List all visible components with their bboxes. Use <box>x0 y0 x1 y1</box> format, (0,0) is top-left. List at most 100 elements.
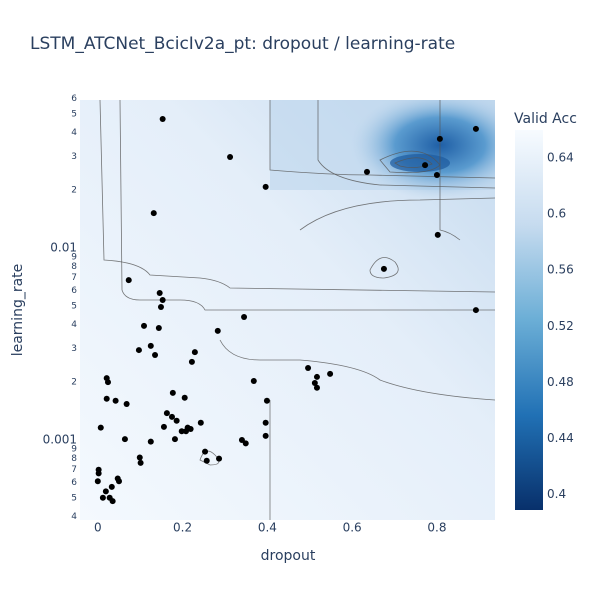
trial-point <box>159 296 166 303</box>
trial-point <box>214 327 221 334</box>
trial-point <box>227 153 234 160</box>
y-tick-label: 4 <box>71 320 77 330</box>
y-tick-label: 8 <box>71 454 77 464</box>
trial-point <box>137 459 144 466</box>
trial-point <box>160 423 167 430</box>
y-tick-label: 9 <box>71 252 77 262</box>
y-tick-label: 0.01 <box>50 240 77 254</box>
trial-point <box>103 395 110 402</box>
y-tick-label: 5 <box>71 301 77 311</box>
trial-point <box>157 303 164 310</box>
y-tick-label: 7 <box>71 465 77 475</box>
y-tick-label: 3 <box>71 344 77 354</box>
trial-point <box>181 394 188 401</box>
x-tick-label: 0.8 <box>427 521 446 535</box>
trial-point <box>263 397 270 404</box>
y-tick-label: 0.001 <box>43 432 77 446</box>
trial-point <box>187 426 194 433</box>
trial-point <box>433 171 440 178</box>
trial-point <box>250 377 257 384</box>
y-tick-label: 7 <box>71 273 77 283</box>
trial-point <box>125 277 132 284</box>
colorbar-tick-label: 0.44 <box>547 431 574 445</box>
trial-point <box>95 470 102 477</box>
trial-point <box>313 373 320 380</box>
trial-point <box>147 342 154 349</box>
trial-point <box>123 400 130 407</box>
y-tick-label: 4 <box>71 512 77 522</box>
trial-point <box>155 325 162 332</box>
trial-point <box>203 457 210 464</box>
colorbar-tick-label: 0.4 <box>547 487 566 501</box>
trial-point <box>99 494 106 501</box>
trial-point <box>152 352 159 359</box>
y-tick-label: 3 <box>71 152 77 162</box>
trial-point <box>242 440 249 447</box>
trial-point <box>216 455 223 462</box>
chart-title: LSTM_ATCNet_BcicIv2a_pt: dropout / learn… <box>30 34 455 54</box>
trial-point <box>197 419 204 426</box>
trial-point <box>436 135 443 142</box>
trial-point <box>171 436 178 443</box>
trial-point <box>327 370 334 377</box>
trial-point <box>102 488 109 495</box>
trial-point <box>97 424 104 431</box>
trial-point <box>141 322 148 329</box>
y-tick-label: 5 <box>71 109 77 119</box>
x-tick-label: 0 <box>94 521 102 535</box>
trial-point <box>262 419 269 426</box>
trial-point <box>262 183 269 190</box>
y-tick-label: 9 <box>71 444 77 454</box>
x-tick-label: 0.2 <box>173 521 192 535</box>
trial-point <box>241 314 248 321</box>
trial-point <box>150 210 157 217</box>
y-tick-label: 8 <box>71 262 77 272</box>
colorbar-tick-label: 0.48 <box>547 375 574 389</box>
colorbar-tick-label: 0.64 <box>547 151 574 165</box>
trial-point <box>311 380 318 387</box>
trial-point <box>109 498 116 505</box>
trial-point <box>169 389 176 396</box>
trial-point <box>104 379 111 386</box>
y-tick-label: 2 <box>71 378 77 388</box>
contour-field <box>80 100 495 520</box>
y-tick-label: 6 <box>71 94 77 104</box>
trial-point <box>262 432 269 439</box>
trial-point <box>135 347 142 354</box>
x-axis-title: dropout <box>261 548 316 564</box>
trial-point <box>363 168 370 175</box>
trial-point <box>168 413 175 420</box>
trial-point <box>182 428 189 435</box>
x-tick-label: 0.6 <box>343 521 362 535</box>
trial-point <box>147 438 154 445</box>
colorbar-tick-label: 0.56 <box>547 263 574 277</box>
trial-point <box>305 365 312 372</box>
trial-point <box>380 265 387 272</box>
trial-point <box>173 417 180 424</box>
y-tick-label: 2 <box>71 186 77 196</box>
colorbar-tick-label: 0.52 <box>547 319 574 333</box>
trial-point <box>313 384 320 391</box>
trial-point <box>472 125 479 132</box>
trial-point <box>422 162 429 169</box>
trial-point <box>188 358 195 365</box>
trial-point <box>94 478 101 485</box>
x-tick-label: 0.4 <box>258 521 277 535</box>
trial-point <box>115 478 122 485</box>
y-tick-label: 4 <box>71 128 77 138</box>
y-tick-label: 5 <box>71 493 77 503</box>
trial-point <box>108 483 115 490</box>
trial-point <box>112 397 119 404</box>
trial-point <box>163 410 170 417</box>
colorbar-tick-label: 0.6 <box>547 207 566 221</box>
trial-point <box>156 289 163 296</box>
y-tick-label: 6 <box>71 478 77 488</box>
trial-point <box>121 436 128 443</box>
colorbar-title: Valid Acc <box>514 111 577 127</box>
y-tick-label: 6 <box>71 286 77 296</box>
trial-point <box>434 231 441 238</box>
trial-point <box>472 307 479 314</box>
colorbar <box>515 130 543 510</box>
trial-point <box>202 448 209 455</box>
